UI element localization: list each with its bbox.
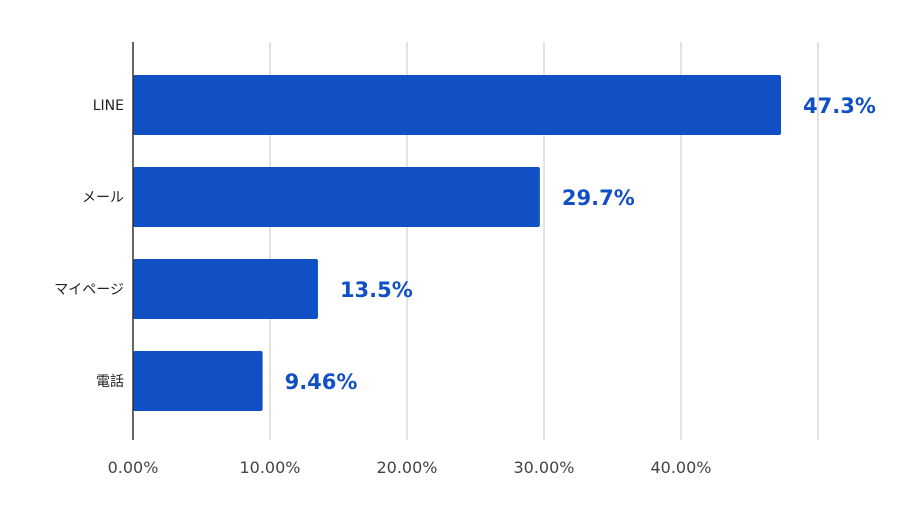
- bars: [133, 75, 782, 411]
- bar: [133, 75, 782, 135]
- bar: [133, 259, 318, 319]
- x-tick-label: 30.00%: [513, 458, 574, 477]
- category-label: 電話: [96, 373, 124, 390]
- category-label: LINE: [93, 98, 124, 114]
- x-tick-label: 10.00%: [239, 458, 300, 477]
- bar: [133, 351, 263, 411]
- x-tick-label: 0.00%: [108, 458, 159, 477]
- value-label: 9.46%: [285, 370, 358, 394]
- value-label: 47.3%: [803, 94, 876, 118]
- value-label: 29.7%: [562, 186, 635, 210]
- bar: [133, 167, 540, 227]
- value-label: 13.5%: [340, 278, 413, 302]
- category-label: メール: [82, 190, 124, 206]
- labels: LINE 47.3% メール 29.7% マイページ 13.5% 電話 9.46% 0.00% 1…: [54, 94, 876, 477]
- category-label: マイページ: [54, 282, 124, 298]
- x-tick-label: 20.00%: [376, 458, 437, 477]
- x-tick-label: 40.00%: [650, 458, 711, 477]
